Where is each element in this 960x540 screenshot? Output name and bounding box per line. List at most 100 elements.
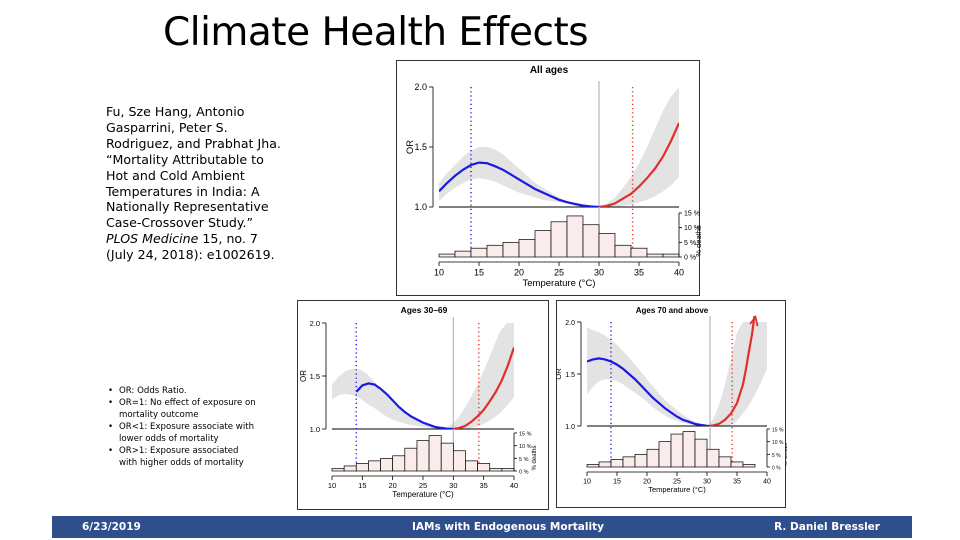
- heat-curve: [453, 347, 514, 429]
- histogram-bar: [586, 464, 600, 468]
- x-tick-label: 40: [763, 479, 771, 486]
- note-item: OR>1: Exposure associated with higher od…: [108, 445, 258, 469]
- x-axis-label: Temperature (°C): [523, 278, 596, 289]
- chart-panel-ages-30-69: Ages 30–69 1.0 1.5 2.0 OR 0 % 5 % 10 % 15 % % dea…: [297, 300, 549, 510]
- y-axis-label: OR: [299, 370, 308, 382]
- chart-ages-30-69: Ages 30–69 1.0 1.5 2.0 OR 0 % 5 % 10 % 15 % % dea…: [299, 305, 538, 499]
- citation-journal: PLOS Medicine: [106, 231, 199, 247]
- histogram-bar: [694, 438, 708, 468]
- y2-tick-label: 10 %: [519, 444, 532, 450]
- y-axis-label: OR: [405, 140, 416, 154]
- y-tick-label: 1.0: [565, 424, 575, 431]
- histogram-bar: [428, 435, 442, 472]
- histogram-bar: [502, 241, 520, 258]
- histogram-bar: [380, 457, 394, 472]
- y2-tick-label: 0 %: [519, 470, 529, 476]
- chart-title: Ages 70 and above: [636, 306, 709, 315]
- x-tick-label: 35: [479, 481, 487, 490]
- y-tick-label: 1.5: [310, 372, 320, 381]
- histogram-bar: [646, 253, 664, 258]
- x-tick-label: 10: [328, 481, 336, 490]
- heat-curve: [598, 122, 679, 207]
- note-item: OR=1: No effect of exposure on mortality…: [108, 397, 258, 421]
- y-tick-label: 2.0: [565, 320, 575, 327]
- y2-tick-label: 5 %: [772, 453, 781, 459]
- histogram-bar: [610, 459, 624, 468]
- y2-tick-label: 5 %: [684, 240, 696, 247]
- chart-title: Ages 30–69: [401, 305, 448, 315]
- x-tick-label: 25: [419, 481, 427, 490]
- histogram-bar: [682, 431, 696, 468]
- confidence-band: [587, 322, 767, 426]
- histogram-bar: [465, 460, 478, 472]
- histogram-bar: [706, 448, 720, 468]
- footer-center: IAMs with Endogenous Mortality: [412, 521, 604, 533]
- note-item: OR<1: Exposure associate with lower odds…: [108, 421, 258, 445]
- histogram-bar: [416, 440, 430, 472]
- x-tick-label: 25: [554, 268, 564, 278]
- x-tick-label: 20: [514, 268, 524, 278]
- histogram-bar: [501, 468, 515, 472]
- histogram-bar: [582, 224, 600, 258]
- x-tick-label: 20: [388, 481, 396, 490]
- y2-tick-label: 15 %: [519, 432, 532, 438]
- chart-title: All ages: [530, 65, 569, 76]
- note-item: OR: Odds Ratio.: [108, 385, 258, 397]
- histogram-bar: [404, 447, 418, 472]
- citation-tail: 15, no. 7 (July 24, 2018): e1002619.: [106, 231, 275, 263]
- y-tick-label: 1.0: [414, 202, 427, 212]
- y2-tick-label: 0 %: [772, 466, 781, 472]
- histogram-bar: [452, 450, 466, 472]
- histogram-bar: [622, 456, 636, 468]
- y-axis-label: OR: [557, 368, 563, 380]
- histogram-bar: [718, 456, 732, 468]
- x-tick-label: 10: [583, 479, 591, 486]
- histogram-bar: [614, 244, 632, 258]
- y2-axis-label: % deaths: [785, 442, 787, 465]
- citation-text: Fu, Sze Hang, Antonio Gasparrini, Peter …: [106, 104, 281, 231]
- y2-tick-label: 15 %: [684, 211, 700, 218]
- y2-tick-label: 5 %: [519, 457, 529, 463]
- histogram-bar: [646, 448, 660, 468]
- histogram-bar: [730, 461, 744, 468]
- notes-list: OR: Odds Ratio. OR=1: No effect of expos…: [108, 385, 258, 469]
- histogram-bar: [534, 230, 552, 258]
- histogram-bar: [486, 244, 504, 258]
- x-tick-label: 20: [643, 479, 651, 486]
- histogram-bar: [489, 468, 503, 472]
- y-tick-label: 1.0: [310, 425, 320, 434]
- cold-curve: [439, 161, 600, 207]
- histogram-bar: [630, 247, 648, 258]
- chart-panel-ages-70-above: Ages 70 and above 1.0 1.5 2.0 OR 0 % 5 % 10 % 15…: [556, 300, 787, 508]
- chart-all-ages: All ages 1.0 1.5 2.0 OR 0 % 5 % 10 % 15 % % death…: [405, 65, 701, 289]
- x-tick-label: 30: [449, 481, 457, 490]
- histogram-bar: [438, 253, 456, 258]
- histogram-bar: [598, 233, 616, 258]
- histogram-bar: [368, 460, 381, 472]
- y2-axis-label: % deaths: [694, 225, 701, 257]
- histogram-bar: [566, 215, 584, 258]
- heat-arrowhead: [749, 314, 759, 327]
- histogram-bar: [742, 464, 756, 468]
- slide-title: Climate Health Effects: [163, 10, 589, 55]
- y-tick-label: 2.0: [414, 82, 427, 92]
- chart-panel-all-ages: All ages 1.0 1.5 2.0 OR 0 % 5 % 10 % 15 % % death…: [396, 60, 701, 296]
- histogram-bar: [440, 442, 454, 472]
- y2-axis-label: % deaths: [532, 445, 538, 470]
- histogram-bar: [598, 461, 612, 468]
- histogram-bar: [662, 253, 680, 258]
- x-tick-label: 40: [674, 268, 684, 278]
- heat-curve: [709, 316, 756, 426]
- histogram-bar: [670, 433, 684, 468]
- confidence-band: [439, 87, 679, 207]
- y2-tick-label: 10 %: [772, 440, 784, 446]
- histogram-bar: [454, 250, 472, 258]
- cold-curve: [587, 357, 711, 426]
- x-tick-label: 15: [613, 479, 621, 486]
- citation: Fu, Sze Hang, Antonio Gasparrini, Peter …: [106, 104, 286, 263]
- y2-tick-label: 10 %: [684, 225, 700, 232]
- y-tick-label: 2.0: [310, 319, 320, 328]
- histogram-bar: [355, 463, 369, 472]
- histogram-bar: [550, 221, 568, 258]
- footer-bar: 6/23/2019 IAMs with Endogenous Mortality…: [52, 516, 912, 538]
